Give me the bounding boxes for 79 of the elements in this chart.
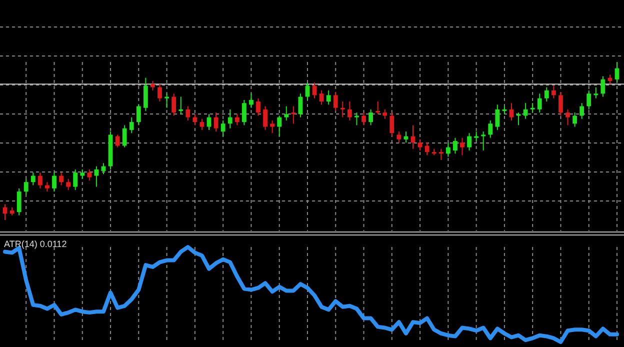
- candlestick: [460, 137, 464, 156]
- candlestick: [59, 172, 64, 186]
- candlestick: [192, 114, 198, 126]
- candlestick: [396, 131, 402, 144]
- candlestick: [228, 108, 232, 129]
- candlestick: [206, 114, 212, 130]
- candlestick: [143, 77, 148, 112]
- candlestick: [495, 104, 500, 130]
- candlestick: [30, 172, 36, 186]
- candlestick: [249, 93, 254, 108]
- candlestick: [52, 172, 56, 192]
- candlestick: [474, 131, 479, 142]
- chart-title: ATR(14) 0.0112: [4, 239, 67, 249]
- candlestick: [150, 80, 155, 91]
- candlestick: [277, 115, 282, 137]
- candlestick: [298, 93, 303, 118]
- candlestick: [186, 106, 190, 121]
- candlestick: [537, 93, 542, 114]
- candlestick: [467, 132, 472, 151]
- candlestick: [530, 102, 535, 114]
- candlestick: [214, 112, 218, 132]
- candlestick: [234, 114, 240, 126]
- candlestick: [438, 148, 444, 160]
- candlestick: [24, 178, 28, 196]
- candlestick: [376, 101, 380, 115]
- candlestick: [220, 120, 226, 137]
- candlestick: [418, 138, 422, 151]
- candlestick: [87, 168, 92, 181]
- candlestick: [347, 101, 352, 121]
- candlestick: [164, 93, 169, 108]
- candlestick: [305, 82, 310, 100]
- candlestick: [340, 101, 345, 118]
- candlestick: [312, 82, 317, 99]
- candlestick: [333, 92, 338, 112]
- candlestick: [263, 106, 268, 130]
- candlestick: [73, 168, 78, 190]
- candlestick: [368, 108, 373, 126]
- candlestick: [354, 112, 359, 126]
- candlestick: [66, 178, 71, 190]
- candlestick: [242, 99, 246, 126]
- candlestick: [172, 93, 176, 116]
- candlestick: [270, 120, 275, 134]
- candlestick: [481, 131, 486, 151]
- candlestick: [80, 168, 85, 180]
- candlestick: [424, 142, 430, 156]
- candlestick: [523, 102, 528, 120]
- candlestick: [256, 98, 260, 116]
- candlestick: [614, 62, 620, 84]
- candlestick: [594, 86, 598, 99]
- candlestick: [94, 166, 99, 188]
- candlestick: [566, 108, 570, 126]
- candlestick: [572, 112, 577, 128]
- candlestick: [45, 182, 50, 192]
- candlestick: [291, 106, 296, 124]
- candlestick: [319, 90, 324, 106]
- candlestick: [136, 104, 141, 126]
- candlestick: [551, 85, 556, 99]
- candlestick: [122, 124, 127, 148]
- candlestick: [580, 102, 584, 120]
- candlestick: [390, 112, 394, 137]
- candlestick: [129, 116, 134, 134]
- candlestick: [38, 172, 42, 189]
- candlestick: [200, 118, 204, 130]
- candlestick: [600, 76, 606, 98]
- candlestick: [178, 96, 184, 115]
- candlestick: [326, 90, 331, 106]
- candlestick: [558, 92, 563, 116]
- candlestick: [586, 90, 592, 110]
- candlestick: [488, 120, 493, 138]
- candlestick: [544, 86, 549, 102]
- candlestick: [453, 137, 458, 154]
- candlestick: [284, 106, 289, 121]
- candlestick: [362, 112, 366, 126]
- candlestick: [16, 188, 22, 216]
- candlestick: [382, 108, 388, 120]
- candlestick: [446, 142, 450, 158]
- candlestick: [509, 102, 514, 121]
- candlestick: [115, 134, 120, 148]
- candlestick: [158, 84, 162, 102]
